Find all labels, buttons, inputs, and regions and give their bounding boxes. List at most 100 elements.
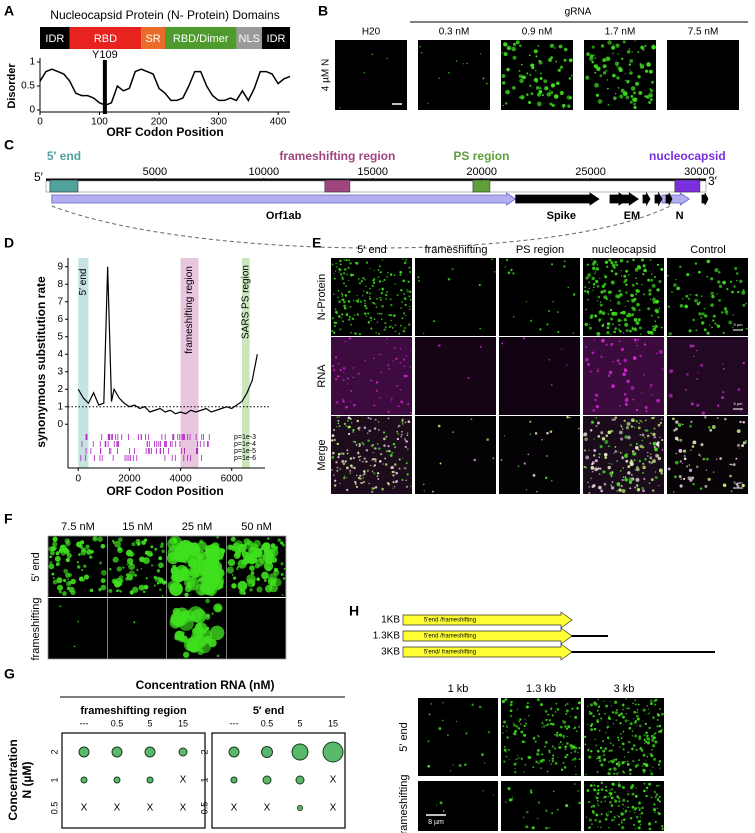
micrograph-spot xyxy=(661,326,663,329)
micrograph-spot xyxy=(335,266,338,268)
micrograph-spot xyxy=(621,826,625,830)
region-label: 5′ end xyxy=(47,149,81,163)
micrograph-spot xyxy=(608,370,613,375)
micrograph-spot xyxy=(637,449,640,451)
micrograph-spot xyxy=(622,40,626,44)
micrograph-spot xyxy=(78,553,81,556)
micrograph-spot xyxy=(541,722,544,725)
micrograph-spot xyxy=(660,418,663,421)
micrograph-spot xyxy=(611,471,614,474)
micrograph-spot xyxy=(679,304,684,308)
micrograph-spot xyxy=(595,796,599,800)
micrograph-spot xyxy=(116,566,122,572)
micrograph-spot xyxy=(642,708,646,712)
micrograph-spot xyxy=(526,702,529,705)
micrograph-spot xyxy=(653,790,656,794)
micrograph-spot xyxy=(492,794,494,796)
panel-letter: B xyxy=(318,3,328,19)
micrograph-spot xyxy=(588,711,592,716)
micrograph-spot xyxy=(335,461,338,464)
micrograph-spot xyxy=(364,360,366,362)
micrograph-spot xyxy=(161,580,167,585)
micrograph-spot xyxy=(618,68,623,73)
micrograph-spot xyxy=(566,416,569,419)
micrograph-spot xyxy=(672,417,675,421)
micrograph-spot xyxy=(645,786,649,789)
micrograph-spot xyxy=(551,723,553,726)
domain xyxy=(141,27,165,49)
micrograph-spot xyxy=(390,397,393,400)
micrograph-spot xyxy=(337,315,341,318)
micrograph-spot xyxy=(629,100,633,104)
micrograph-spot xyxy=(658,307,661,310)
micrograph-spot xyxy=(628,48,631,50)
micrograph xyxy=(331,416,412,494)
micrograph-spot xyxy=(373,302,376,305)
micrograph-spot xyxy=(600,431,604,435)
micrograph-spot xyxy=(383,329,385,331)
micrograph-spot xyxy=(352,440,355,443)
micrograph-spot xyxy=(334,308,337,311)
micrograph-spot xyxy=(387,364,390,367)
micrograph-spot xyxy=(654,811,656,814)
micrograph-spot xyxy=(707,426,711,429)
micrograph-spot xyxy=(571,707,574,710)
micrograph-spot xyxy=(624,322,629,327)
micrograph-spot xyxy=(593,339,596,341)
micrograph-spot xyxy=(656,398,660,403)
micrograph-spot xyxy=(501,342,504,345)
micrograph xyxy=(331,258,412,336)
panel-letter: C xyxy=(4,137,14,153)
small-gene-arrow xyxy=(654,191,663,207)
micrograph-spot xyxy=(736,429,741,433)
micrograph-spot xyxy=(131,542,136,547)
micrograph-spot xyxy=(631,326,633,328)
micrograph-spot xyxy=(49,550,55,556)
micrograph-spot xyxy=(227,544,233,551)
construct-label: 5'end/ frameshifting xyxy=(424,650,476,656)
micrograph-spot xyxy=(597,698,599,700)
micrograph-spot xyxy=(585,276,589,280)
micrograph-spot xyxy=(362,477,364,479)
micrograph-spot xyxy=(620,425,623,428)
micrograph-spot xyxy=(596,284,600,288)
micrograph-spot xyxy=(563,260,566,263)
micrograph-spot xyxy=(550,763,552,765)
micrograph-spot xyxy=(612,44,615,46)
micrograph-spot xyxy=(588,287,591,290)
micrograph-spot xyxy=(646,434,650,438)
micrograph-spot xyxy=(433,320,436,323)
micrograph-spot xyxy=(351,422,353,424)
micrograph-spot xyxy=(708,324,711,326)
micrograph-spot xyxy=(583,449,587,452)
micrograph-spot xyxy=(686,273,690,277)
micrograph-spot xyxy=(125,549,133,557)
micrograph-spot xyxy=(667,274,669,277)
micrograph-spot xyxy=(658,795,661,798)
micrograph-spot xyxy=(541,438,543,441)
micrograph-spot xyxy=(738,447,741,449)
micrograph-spot xyxy=(277,538,282,542)
column-label: 25 nM xyxy=(182,521,213,533)
micrograph-spot xyxy=(395,472,398,475)
micrograph-spot xyxy=(357,455,361,459)
micrograph-spot xyxy=(354,480,357,484)
micrograph-spot xyxy=(332,428,336,431)
micrograph-spot xyxy=(208,638,217,648)
micrograph-spot xyxy=(502,104,504,107)
micrograph-spot xyxy=(562,744,564,746)
micrograph-spot xyxy=(626,800,629,803)
micrograph-spot xyxy=(592,282,596,286)
micrograph-spot xyxy=(597,435,601,438)
micrograph-spot xyxy=(560,768,564,771)
micrograph-spot xyxy=(613,452,615,454)
micrograph-spot xyxy=(618,781,620,783)
micrograph-spot xyxy=(363,472,366,475)
droplet-symbol xyxy=(144,746,156,758)
micrograph-spot xyxy=(651,393,654,396)
micrograph-spot xyxy=(507,748,510,751)
micrograph-spot xyxy=(367,321,370,324)
y-tick-label: 5 xyxy=(57,331,63,342)
micrograph-spot xyxy=(486,438,489,441)
micrograph-spot xyxy=(677,423,682,427)
